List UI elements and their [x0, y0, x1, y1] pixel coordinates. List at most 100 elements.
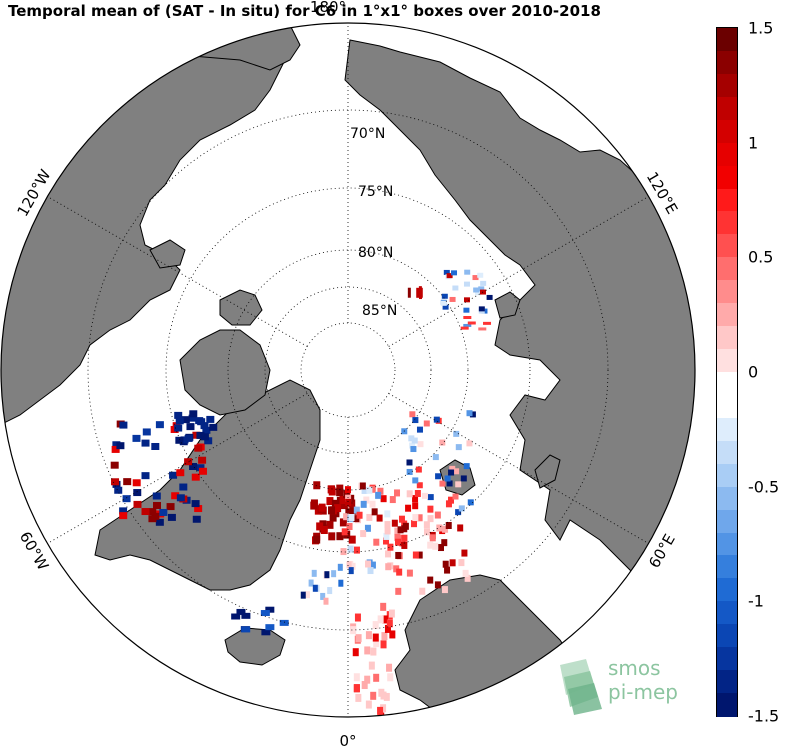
data-cell — [385, 550, 392, 558]
data-cell — [339, 518, 347, 527]
latitude-label: 85°N — [362, 303, 397, 319]
data-cell — [395, 538, 402, 546]
data-cell — [405, 504, 412, 512]
data-cell — [380, 602, 387, 611]
colorbar-segment — [717, 578, 737, 603]
data-cell — [349, 506, 357, 515]
data-cell — [331, 570, 337, 578]
data-cell — [353, 546, 360, 554]
data-cell — [198, 456, 207, 464]
data-cell — [350, 626, 357, 635]
data-cell — [189, 410, 198, 418]
colorbar-segment — [717, 142, 737, 167]
data-cell — [429, 534, 436, 542]
land-severnaya — [494, 291, 521, 319]
land-greenland — [94, 379, 321, 591]
colorbar-segment — [717, 119, 737, 144]
data-cell — [412, 514, 419, 522]
data-cell — [449, 296, 456, 302]
colorbar-segment — [717, 188, 737, 213]
colorbar-tick-label: 0.5 — [748, 247, 774, 267]
data-cell — [231, 613, 241, 620]
latitude-label: 80°N — [358, 245, 393, 261]
data-cell — [204, 437, 213, 445]
data-cell — [439, 480, 446, 487]
data-cell — [313, 481, 321, 490]
data-cell — [478, 327, 487, 331]
data-cell — [453, 430, 460, 437]
data-cell — [361, 486, 368, 494]
data-cell — [395, 587, 402, 595]
data-cell — [334, 504, 342, 513]
data-cell — [171, 492, 180, 500]
data-cell — [175, 436, 184, 444]
data-cell — [328, 487, 336, 496]
data-cell — [186, 423, 195, 431]
data-cell — [391, 519, 398, 527]
colorbar-segment — [717, 73, 737, 98]
data-cell — [442, 560, 449, 568]
data-cell — [427, 541, 434, 549]
data-cell — [427, 515, 434, 523]
data-cell — [365, 700, 372, 709]
data-cell — [373, 639, 380, 648]
data-cell — [200, 422, 209, 430]
graticule — [47, 23, 649, 717]
data-cell — [383, 532, 390, 540]
data-cell — [387, 673, 394, 682]
data-cell — [436, 524, 443, 532]
data-cell — [463, 316, 472, 320]
data-cell — [372, 633, 379, 642]
data-cell — [365, 631, 372, 640]
data-cell — [469, 411, 476, 418]
data-cell — [346, 523, 353, 531]
data-cell — [406, 468, 413, 475]
data-cell — [132, 479, 141, 487]
data-cell — [111, 478, 120, 486]
data-cell — [464, 574, 471, 582]
data-cell — [337, 563, 343, 571]
data-cell — [407, 287, 411, 298]
data-cell — [133, 500, 142, 508]
data-cell — [466, 440, 473, 447]
colorbar-tick-label: -0.5 — [748, 477, 780, 497]
colorbar-segment — [717, 394, 737, 419]
data-cell — [353, 506, 360, 514]
data-cell — [279, 619, 289, 626]
data-cell — [478, 306, 485, 312]
data-cell — [398, 515, 405, 523]
land-masses — [1, 23, 695, 717]
data-cell — [192, 431, 201, 439]
data-cell — [329, 513, 337, 522]
data-cell — [111, 445, 120, 453]
data-cell — [338, 579, 344, 587]
data-cell — [339, 496, 347, 505]
map-boundary — [0, 22, 696, 718]
colorbar-segment — [717, 670, 737, 695]
data-cell — [397, 534, 404, 542]
data-cell — [432, 542, 439, 550]
data-cell — [462, 569, 469, 577]
data-cell — [419, 587, 426, 595]
data-cell — [409, 442, 416, 449]
data-cell — [355, 634, 362, 643]
data-cell — [133, 489, 142, 497]
data-cell — [320, 592, 326, 600]
logo-line2: pi-mep — [608, 680, 678, 704]
colorbar-segment — [717, 50, 737, 75]
data-cell — [353, 515, 360, 523]
data-cell — [437, 544, 444, 552]
data-cell — [192, 515, 201, 523]
data-cell — [324, 571, 330, 579]
data-cell — [446, 273, 453, 279]
data-cell — [372, 621, 379, 630]
colorbar-segment — [717, 417, 737, 442]
data-cell — [385, 563, 392, 571]
data-cell — [141, 508, 150, 516]
data-cell — [434, 511, 441, 519]
data-cell — [148, 508, 157, 516]
data-cell — [368, 661, 375, 670]
colorbar-segment — [717, 601, 737, 626]
data-cell — [453, 468, 460, 475]
